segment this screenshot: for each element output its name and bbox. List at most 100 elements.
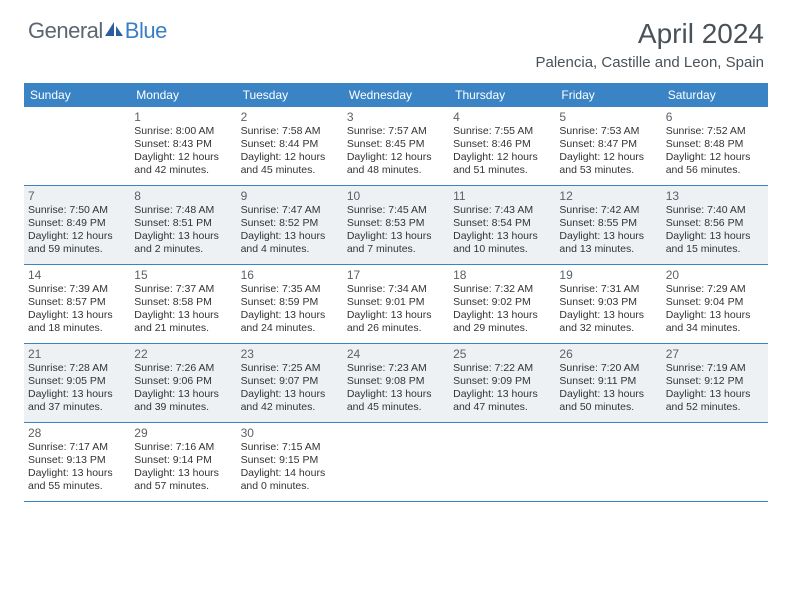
- day2-line: and 7 minutes.: [347, 243, 445, 256]
- sunset-line: Sunset: 8:53 PM: [347, 217, 445, 230]
- day2-line: and 21 minutes.: [134, 322, 232, 335]
- day-cell: 3Sunrise: 7:57 AMSunset: 8:45 PMDaylight…: [343, 107, 449, 185]
- day-number: 27: [666, 347, 764, 361]
- sunset-line: Sunset: 8:46 PM: [453, 138, 551, 151]
- sunset-line: Sunset: 8:59 PM: [241, 296, 339, 309]
- day-cell: 18Sunrise: 7:32 AMSunset: 9:02 PMDayligh…: [449, 265, 555, 343]
- day1-line: Daylight: 13 hours: [28, 309, 126, 322]
- day-number: 8: [134, 189, 232, 203]
- day-cell: 27Sunrise: 7:19 AMSunset: 9:12 PMDayligh…: [662, 344, 768, 422]
- week-row: 28Sunrise: 7:17 AMSunset: 9:13 PMDayligh…: [24, 423, 768, 502]
- day2-line: and 42 minutes.: [134, 164, 232, 177]
- sunrise-line: Sunrise: 7:25 AM: [241, 362, 339, 375]
- day2-line: and 18 minutes.: [28, 322, 126, 335]
- day2-line: and 4 minutes.: [241, 243, 339, 256]
- day-cell: 17Sunrise: 7:34 AMSunset: 9:01 PMDayligh…: [343, 265, 449, 343]
- day-number: 16: [241, 268, 339, 282]
- day-number: 22: [134, 347, 232, 361]
- sunrise-line: Sunrise: 7:43 AM: [453, 204, 551, 217]
- sunset-line: Sunset: 9:07 PM: [241, 375, 339, 388]
- header: General Blue April 2024 Palencia, Castil…: [0, 0, 792, 75]
- day1-line: Daylight: 13 hours: [453, 309, 551, 322]
- day1-line: Daylight: 12 hours: [134, 151, 232, 164]
- day-number: 11: [453, 189, 551, 203]
- day-cell: [24, 107, 130, 185]
- day2-line: and 34 minutes.: [666, 322, 764, 335]
- day1-line: Daylight: 12 hours: [666, 151, 764, 164]
- sunset-line: Sunset: 8:52 PM: [241, 217, 339, 230]
- week-row: 1Sunrise: 8:00 AMSunset: 8:43 PMDaylight…: [24, 107, 768, 186]
- sunset-line: Sunset: 8:45 PM: [347, 138, 445, 151]
- logo-text-blue: Blue: [125, 18, 167, 44]
- sunrise-line: Sunrise: 7:48 AM: [134, 204, 232, 217]
- sunset-line: Sunset: 9:12 PM: [666, 375, 764, 388]
- day2-line: and 0 minutes.: [241, 480, 339, 493]
- day2-line: and 52 minutes.: [666, 401, 764, 414]
- dow-cell: Monday: [130, 83, 236, 107]
- sunset-line: Sunset: 8:49 PM: [28, 217, 126, 230]
- sunset-line: Sunset: 8:57 PM: [28, 296, 126, 309]
- sunset-line: Sunset: 8:51 PM: [134, 217, 232, 230]
- day2-line: and 45 minutes.: [241, 164, 339, 177]
- day-cell: 20Sunrise: 7:29 AMSunset: 9:04 PMDayligh…: [662, 265, 768, 343]
- sunset-line: Sunset: 8:44 PM: [241, 138, 339, 151]
- day1-line: Daylight: 13 hours: [453, 388, 551, 401]
- day-number: 5: [559, 110, 657, 124]
- day-number: 30: [241, 426, 339, 440]
- month-title: April 2024: [536, 18, 765, 50]
- sunset-line: Sunset: 9:15 PM: [241, 454, 339, 467]
- sunrise-line: Sunrise: 7:45 AM: [347, 204, 445, 217]
- day-cell: 7Sunrise: 7:50 AMSunset: 8:49 PMDaylight…: [24, 186, 130, 264]
- day2-line: and 57 minutes.: [134, 480, 232, 493]
- sunset-line: Sunset: 9:11 PM: [559, 375, 657, 388]
- day1-line: Daylight: 13 hours: [559, 388, 657, 401]
- sunset-line: Sunset: 8:55 PM: [559, 217, 657, 230]
- day2-line: and 13 minutes.: [559, 243, 657, 256]
- day-cell: 4Sunrise: 7:55 AMSunset: 8:46 PMDaylight…: [449, 107, 555, 185]
- sunrise-line: Sunrise: 7:42 AM: [559, 204, 657, 217]
- day1-line: Daylight: 13 hours: [28, 467, 126, 480]
- sunrise-line: Sunrise: 7:17 AM: [28, 441, 126, 454]
- day1-line: Daylight: 13 hours: [666, 230, 764, 243]
- day-cell: [555, 423, 661, 501]
- day-number: 28: [28, 426, 126, 440]
- day-number: 23: [241, 347, 339, 361]
- day-number: 18: [453, 268, 551, 282]
- day2-line: and 15 minutes.: [666, 243, 764, 256]
- day-cell: 12Sunrise: 7:42 AMSunset: 8:55 PMDayligh…: [555, 186, 661, 264]
- sunset-line: Sunset: 9:04 PM: [666, 296, 764, 309]
- sunrise-line: Sunrise: 7:26 AM: [134, 362, 232, 375]
- day-number: 19: [559, 268, 657, 282]
- day-cell: 5Sunrise: 7:53 AMSunset: 8:47 PMDaylight…: [555, 107, 661, 185]
- day-number: 13: [666, 189, 764, 203]
- day1-line: Daylight: 14 hours: [241, 467, 339, 480]
- day2-line: and 29 minutes.: [453, 322, 551, 335]
- day-number: 29: [134, 426, 232, 440]
- week-row: 14Sunrise: 7:39 AMSunset: 8:57 PMDayligh…: [24, 265, 768, 344]
- sunrise-line: Sunrise: 7:23 AM: [347, 362, 445, 375]
- logo-text-general: General: [28, 18, 103, 44]
- day-number: 26: [559, 347, 657, 361]
- sunrise-line: Sunrise: 7:28 AM: [28, 362, 126, 375]
- day2-line: and 26 minutes.: [347, 322, 445, 335]
- day-cell: 10Sunrise: 7:45 AMSunset: 8:53 PMDayligh…: [343, 186, 449, 264]
- week-row: 21Sunrise: 7:28 AMSunset: 9:05 PMDayligh…: [24, 344, 768, 423]
- day-number: 6: [666, 110, 764, 124]
- day-of-week-header: SundayMondayTuesdayWednesdayThursdayFrid…: [24, 83, 768, 107]
- day-number: 7: [28, 189, 126, 203]
- day2-line: and 55 minutes.: [28, 480, 126, 493]
- logo: General Blue: [28, 18, 167, 44]
- day-cell: 30Sunrise: 7:15 AMSunset: 9:15 PMDayligh…: [237, 423, 343, 501]
- location-label: Palencia, Castille and Leon, Spain: [536, 54, 765, 71]
- sunset-line: Sunset: 9:09 PM: [453, 375, 551, 388]
- day-cell: [343, 423, 449, 501]
- day-cell: 1Sunrise: 8:00 AMSunset: 8:43 PMDaylight…: [130, 107, 236, 185]
- sunrise-line: Sunrise: 7:22 AM: [453, 362, 551, 375]
- sunrise-line: Sunrise: 7:20 AM: [559, 362, 657, 375]
- day-number: 2: [241, 110, 339, 124]
- day2-line: and 2 minutes.: [134, 243, 232, 256]
- day-cell: 14Sunrise: 7:39 AMSunset: 8:57 PMDayligh…: [24, 265, 130, 343]
- day-number: 1: [134, 110, 232, 124]
- day1-line: Daylight: 13 hours: [347, 309, 445, 322]
- day2-line: and 45 minutes.: [347, 401, 445, 414]
